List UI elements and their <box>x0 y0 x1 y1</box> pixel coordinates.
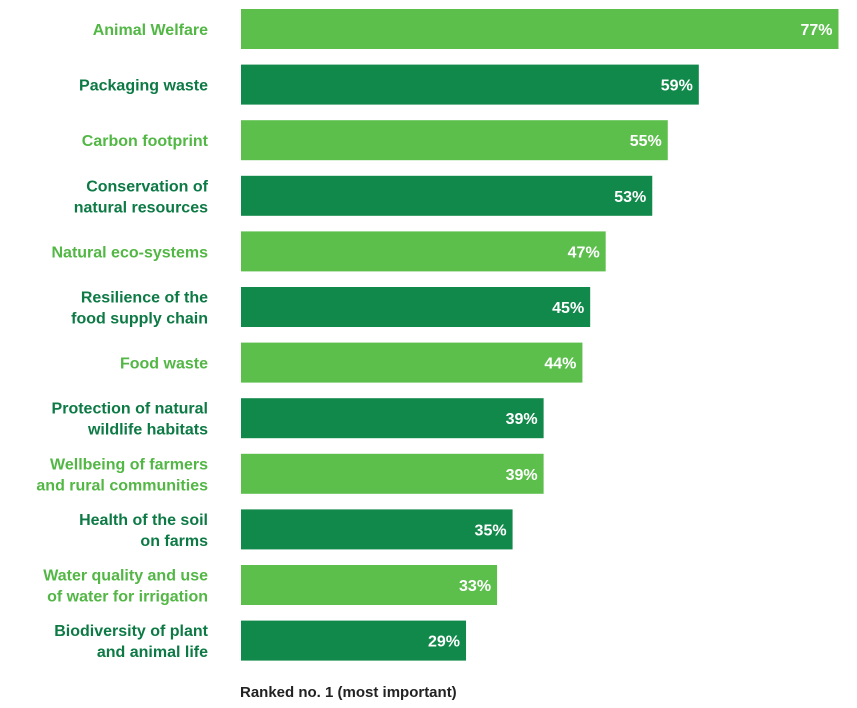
category-label-line: on farms <box>140 533 208 550</box>
bar-value-label: 44% <box>544 356 576 373</box>
category-label-line: and rural communities <box>36 477 208 494</box>
category-label: Packaging waste <box>79 78 208 95</box>
bar-value-label: 47% <box>568 244 600 261</box>
category-label-line: Natural eco-systems <box>51 244 208 261</box>
bar-value-label: 29% <box>428 634 460 651</box>
category-label-line: Animal Welfare <box>93 22 208 39</box>
category-label: Wellbeing of farmers and rural communitie… <box>36 456 208 494</box>
bar-value-label: 35% <box>475 522 507 539</box>
bar <box>241 175 653 216</box>
category-label-line: Water quality and use <box>43 568 208 585</box>
category-label: Food waste <box>120 356 208 373</box>
category-label: Carbon footprint <box>82 133 209 150</box>
bar-value-label: 59% <box>661 78 693 95</box>
category-label: Natural eco-systems <box>51 244 208 261</box>
bar <box>241 9 839 49</box>
bar-value-label: 77% <box>800 22 832 39</box>
bar <box>241 231 606 272</box>
category-label-line: and animal life <box>97 644 208 661</box>
bar-value-label: 33% <box>459 578 491 595</box>
bar-value-label: 53% <box>614 189 646 206</box>
category-label-line: Biodiversity of plant <box>54 623 208 640</box>
category-label: Water quality and use of water for irriga… <box>43 568 208 606</box>
category-label-line: Resilience of the <box>81 290 208 307</box>
category-label: Health of the soil on farms <box>79 512 208 550</box>
category-label-line: wildlife habitats <box>87 422 208 439</box>
bar <box>241 287 591 327</box>
category-label-line: food supply chain <box>71 311 208 328</box>
bar <box>241 398 544 439</box>
category-label: Resilience of the food supply chain <box>71 290 208 328</box>
category-label-line: Conservation of <box>86 178 208 195</box>
category-label-line: Protection of natural <box>52 401 208 418</box>
category-label-line: Food waste <box>120 356 208 373</box>
bar <box>241 64 699 105</box>
category-label-line: Wellbeing of farmers <box>50 456 208 473</box>
category-label-line: Carbon footprint <box>82 133 209 150</box>
bar <box>241 120 668 161</box>
bar-value-label: 39% <box>506 467 538 484</box>
category-label-line: natural resources <box>74 199 208 216</box>
category-label: Protection of natural wildlife habitats <box>52 401 209 439</box>
bar <box>241 509 513 550</box>
category-labels-group: Animal Welfare Packaging waste Carbon foot… <box>36 22 208 661</box>
bar-value-label: 39% <box>506 411 538 428</box>
bar <box>241 453 544 494</box>
value-labels-group: 77% 59% 55% 53% 47% 45% 44% 39% 39% 35% 33% 29% <box>428 22 832 651</box>
category-label-line: Health of the soil <box>79 512 208 529</box>
category-label-line: of water for irrigation <box>47 589 208 606</box>
bar-value-label: 45% <box>552 300 584 317</box>
category-label: Conservation of natural resources <box>74 178 209 216</box>
category-label: Animal Welfare <box>93 22 208 39</box>
category-label: Biodiversity of plant and animal life <box>54 623 208 661</box>
bar <box>241 620 467 661</box>
category-label-line: Packaging waste <box>79 78 208 95</box>
bar-value-label: 55% <box>630 133 662 150</box>
bar <box>241 565 498 605</box>
bars-group <box>241 9 839 661</box>
bar <box>241 342 583 383</box>
x-axis-label: Ranked no. 1 (most important) <box>240 684 457 701</box>
